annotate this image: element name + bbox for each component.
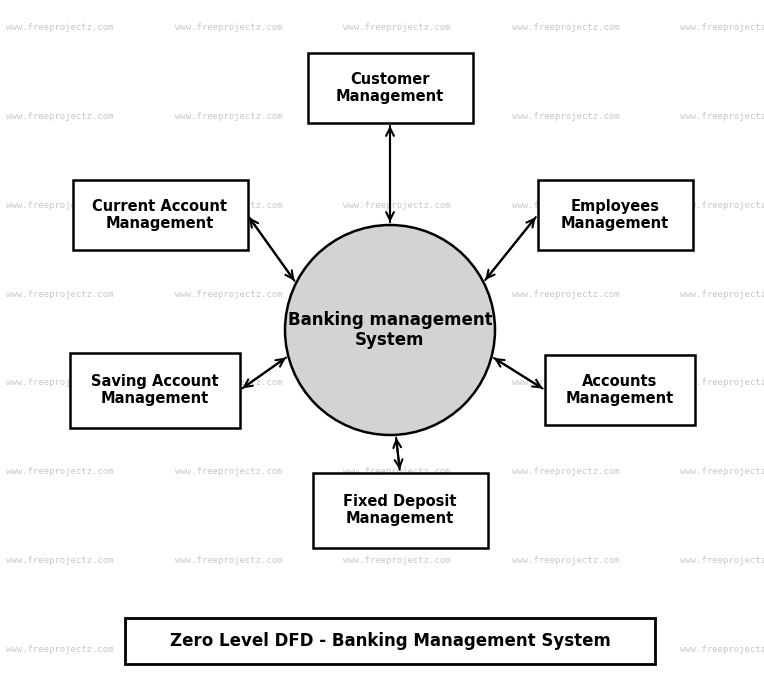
Text: www.freeprojectz.com: www.freeprojectz.com — [512, 24, 620, 32]
Text: www.freeprojectz.com: www.freeprojectz.com — [175, 556, 282, 565]
FancyBboxPatch shape — [70, 353, 240, 427]
Text: Saving Account
Management: Saving Account Management — [91, 374, 219, 406]
Text: www.freeprojectz.com: www.freeprojectz.com — [512, 112, 620, 121]
Text: Accounts
Management: Accounts Management — [566, 374, 674, 406]
Text: www.freeprojectz.com: www.freeprojectz.com — [175, 645, 282, 653]
Text: Customer
Management: Customer Management — [336, 72, 444, 104]
FancyBboxPatch shape — [73, 180, 248, 250]
Text: www.freeprojectz.com: www.freeprojectz.com — [175, 201, 282, 210]
Text: www.freeprojectz.com: www.freeprojectz.com — [680, 645, 764, 653]
Text: www.freeprojectz.com: www.freeprojectz.com — [343, 645, 451, 653]
Text: Employees
Management: Employees Management — [561, 199, 669, 232]
Text: Banking management
System: Banking management System — [288, 311, 492, 349]
FancyBboxPatch shape — [125, 618, 655, 664]
Text: www.freeprojectz.com: www.freeprojectz.com — [6, 24, 114, 32]
Text: www.freeprojectz.com: www.freeprojectz.com — [343, 378, 451, 387]
Text: www.freeprojectz.com: www.freeprojectz.com — [680, 112, 764, 121]
Text: www.freeprojectz.com: www.freeprojectz.com — [175, 24, 282, 32]
FancyBboxPatch shape — [312, 473, 487, 548]
Text: www.freeprojectz.com: www.freeprojectz.com — [680, 556, 764, 565]
Circle shape — [285, 225, 495, 435]
Text: www.freeprojectz.com: www.freeprojectz.com — [343, 467, 451, 476]
Text: www.freeprojectz.com: www.freeprojectz.com — [343, 112, 451, 121]
Text: www.freeprojectz.com: www.freeprojectz.com — [680, 201, 764, 210]
Text: www.freeprojectz.com: www.freeprojectz.com — [343, 201, 451, 210]
FancyBboxPatch shape — [545, 355, 695, 425]
Text: www.freeprojectz.com: www.freeprojectz.com — [512, 467, 620, 476]
Text: Zero Level DFD - Banking Management System: Zero Level DFD - Banking Management Syst… — [170, 632, 610, 650]
Text: www.freeprojectz.com: www.freeprojectz.com — [6, 556, 114, 565]
Text: www.freeprojectz.com: www.freeprojectz.com — [680, 378, 764, 387]
Text: www.freeprojectz.com: www.freeprojectz.com — [512, 290, 620, 299]
Text: www.freeprojectz.com: www.freeprojectz.com — [680, 24, 764, 32]
FancyBboxPatch shape — [307, 53, 472, 123]
Text: www.freeprojectz.com: www.freeprojectz.com — [6, 112, 114, 121]
Text: www.freeprojectz.com: www.freeprojectz.com — [343, 24, 451, 32]
Text: www.freeprojectz.com: www.freeprojectz.com — [175, 290, 282, 299]
Text: www.freeprojectz.com: www.freeprojectz.com — [343, 290, 451, 299]
Text: www.freeprojectz.com: www.freeprojectz.com — [6, 645, 114, 653]
Text: www.freeprojectz.com: www.freeprojectz.com — [343, 556, 451, 565]
Text: www.freeprojectz.com: www.freeprojectz.com — [6, 467, 114, 476]
Text: www.freeprojectz.com: www.freeprojectz.com — [512, 201, 620, 210]
Text: www.freeprojectz.com: www.freeprojectz.com — [6, 378, 114, 387]
Text: www.freeprojectz.com: www.freeprojectz.com — [175, 467, 282, 476]
Text: www.freeprojectz.com: www.freeprojectz.com — [512, 645, 620, 653]
Text: www.freeprojectz.com: www.freeprojectz.com — [512, 378, 620, 387]
Text: www.freeprojectz.com: www.freeprojectz.com — [6, 290, 114, 299]
Text: www.freeprojectz.com: www.freeprojectz.com — [680, 467, 764, 476]
Text: Current Account
Management: Current Account Management — [92, 199, 228, 232]
Text: Fixed Deposit
Management: Fixed Deposit Management — [343, 494, 457, 526]
FancyBboxPatch shape — [538, 180, 692, 250]
Text: www.freeprojectz.com: www.freeprojectz.com — [175, 378, 282, 387]
Text: www.freeprojectz.com: www.freeprojectz.com — [6, 201, 114, 210]
Text: www.freeprojectz.com: www.freeprojectz.com — [512, 556, 620, 565]
Text: www.freeprojectz.com: www.freeprojectz.com — [175, 112, 282, 121]
Text: www.freeprojectz.com: www.freeprojectz.com — [680, 290, 764, 299]
